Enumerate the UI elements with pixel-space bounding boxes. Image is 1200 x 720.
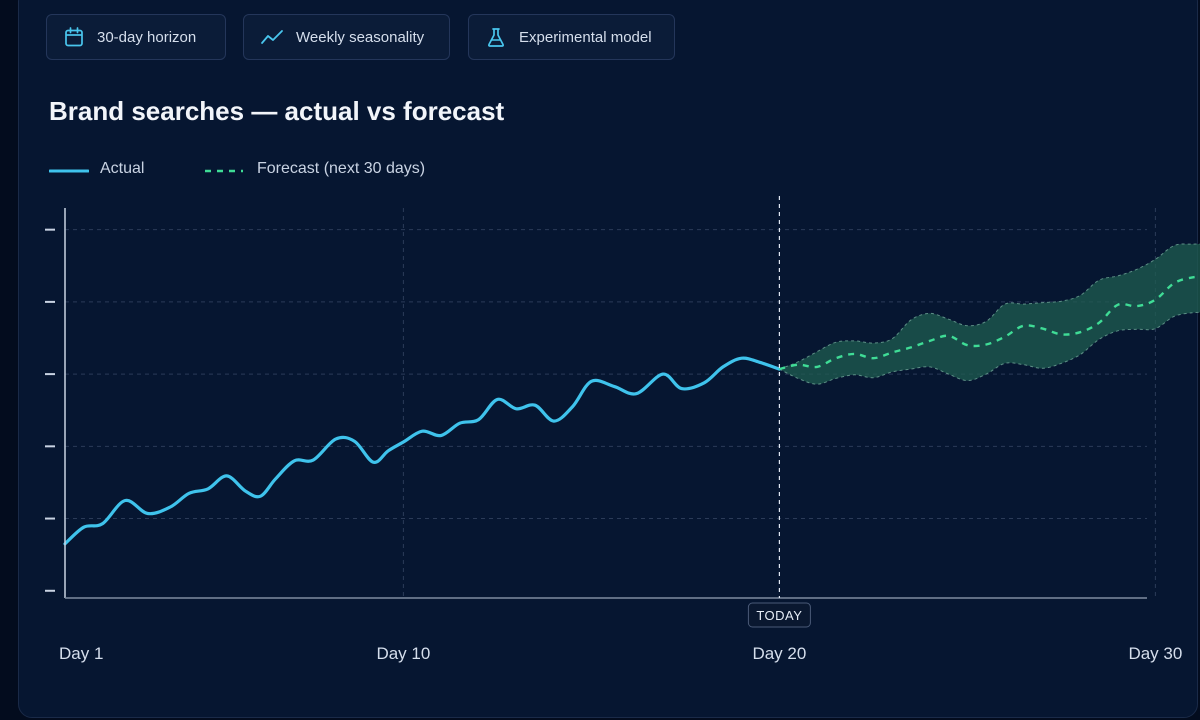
calendar-icon <box>65 27 83 47</box>
flask-icon <box>488 28 504 47</box>
legend-forecast-label: Forecast (next 30 days) <box>257 160 426 177</box>
grid-lines <box>65 208 1156 598</box>
today-label: TODAY <box>756 608 802 623</box>
legend-actual-swatch <box>49 169 89 173</box>
model-chip[interactable]: Experimental model <box>468 14 675 60</box>
forecast-series-line <box>779 275 1200 371</box>
chart-title: Brand searches — actual vs forecast <box>49 96 505 126</box>
confidence-band-layer <box>779 243 1200 385</box>
model-chip-label: Experimental model <box>519 28 652 46</box>
axis-layer: Day 1 Day 10 Day 20 Day 30 TODAY <box>45 196 1182 663</box>
series-layer <box>63 275 1200 546</box>
trend-line-icon <box>261 30 283 44</box>
legend-actual-label: Actual <box>100 160 145 177</box>
actual-series-line <box>63 356 781 546</box>
today-badge <box>747 602 811 628</box>
x-tick-label: Day 10 <box>376 644 430 663</box>
confidence-band <box>779 243 1200 385</box>
seasonality-chip[interactable]: Weekly seasonality <box>243 14 450 60</box>
horizon-chip-label: 30-day horizon <box>97 28 197 46</box>
band-upper-edge <box>779 243 1200 370</box>
band-lower-edge <box>779 311 1200 385</box>
x-tick-label: Day 30 <box>1128 644 1182 663</box>
seasonality-chip-label: Weekly seasonality <box>296 28 425 46</box>
x-tick-label: Day 20 <box>752 644 806 663</box>
x-tick-label: Day 1 <box>59 644 103 663</box>
horizon-chip[interactable]: 30-day horizon <box>46 14 226 60</box>
